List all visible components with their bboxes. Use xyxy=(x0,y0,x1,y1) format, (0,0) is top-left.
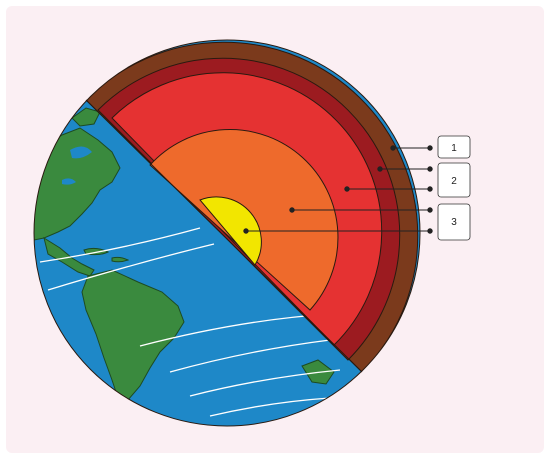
north-america-landmass xyxy=(34,127,121,241)
inner-core-layer xyxy=(199,196,262,266)
callout-box-3: 3 xyxy=(437,203,471,241)
callout-dot xyxy=(427,166,433,172)
callout-dot xyxy=(377,166,383,172)
callout-box-1: 1 xyxy=(437,135,471,159)
callout-label-1: 1 xyxy=(451,143,457,154)
callout-dot xyxy=(427,228,433,234)
callout-dot xyxy=(427,207,433,213)
callout-label-2: 2 xyxy=(451,176,457,187)
callout-dot xyxy=(427,145,433,151)
callout-dot xyxy=(344,186,350,192)
great-lakes xyxy=(62,178,76,185)
callout-dot xyxy=(427,186,433,192)
callout-dot xyxy=(243,228,249,234)
callout-lines xyxy=(243,145,433,234)
south-america-landmass xyxy=(81,269,185,401)
arctic-island xyxy=(71,107,101,127)
caribbean-island xyxy=(111,256,130,263)
callout-dot xyxy=(289,207,295,213)
hudson-bay xyxy=(70,146,92,159)
globe-outline xyxy=(33,39,421,427)
callout-box-2: 2 xyxy=(437,162,471,198)
callout-dot xyxy=(390,145,396,151)
cutaway-outline xyxy=(85,99,363,373)
globe xyxy=(34,40,420,426)
callout-label-3: 3 xyxy=(451,217,457,228)
